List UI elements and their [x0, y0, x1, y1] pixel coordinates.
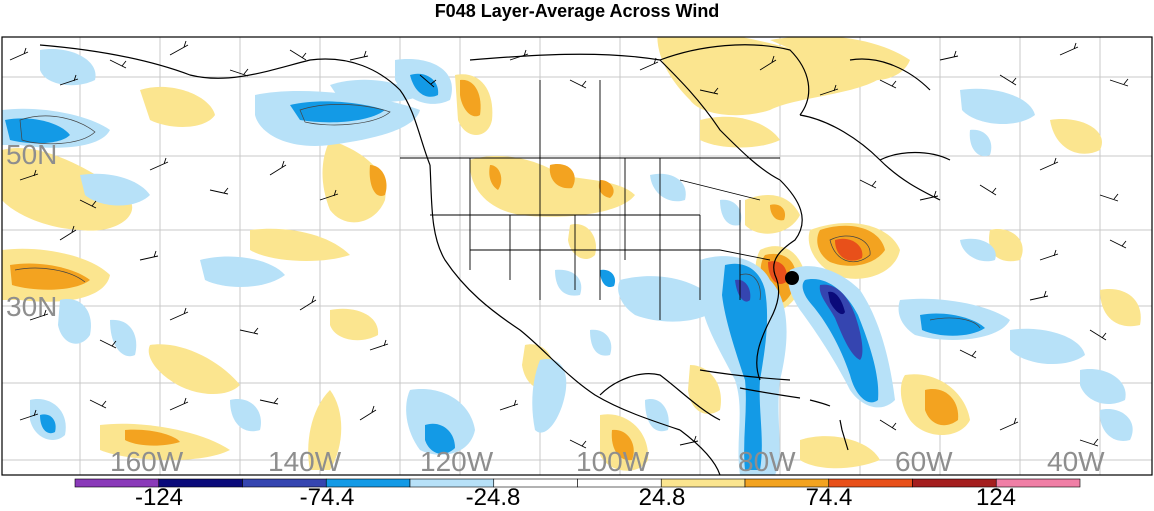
lat-label-30n: 30N: [6, 291, 58, 322]
colorbar-label: 74.4: [805, 484, 853, 511]
lon-label-120w: 120W: [420, 446, 494, 477]
colorbar-label: -124: [134, 484, 184, 511]
coastlines-and-borders: [39, 44, 951, 475]
colorbar-label: -74.4: [299, 484, 355, 511]
colorbar: [74, 478, 1081, 488]
lat-label-50n: 50N: [6, 139, 58, 170]
colorbar-swatch: [995, 478, 1081, 488]
colorbar-label: 124: [975, 484, 1017, 511]
colorbar-label: -24.8: [465, 484, 521, 511]
contour-field: [2, 37, 1141, 475]
storm-center-marker: [785, 271, 799, 285]
lon-label-80w: 80W: [738, 446, 796, 477]
state-borders: [400, 80, 780, 320]
lon-label-100w: 100W: [576, 446, 650, 477]
lon-label-60w: 60W: [895, 446, 953, 477]
contour-lines: [14, 104, 981, 329]
wind-barbs: [9, 40, 1129, 449]
map-frame: [1, 36, 1153, 476]
lon-label-160w: 160W: [110, 446, 184, 477]
lon-label-40w: 40W: [1047, 446, 1105, 477]
lon-label-140w: 140W: [268, 446, 342, 477]
map-title: F048 Layer-Average Across Wind: [434, 1, 720, 21]
colorbar-label: 24.8: [638, 484, 686, 511]
